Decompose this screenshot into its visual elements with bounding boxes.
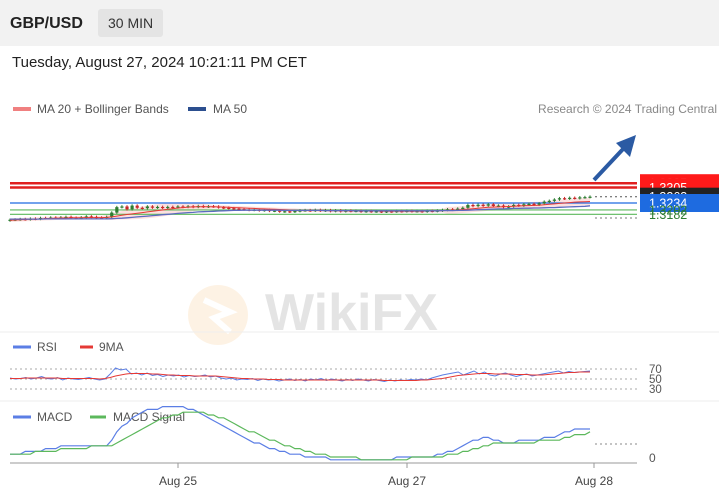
candle-body [578, 197, 582, 199]
candle-body [512, 204, 516, 207]
candle-body [115, 207, 119, 213]
legend-macd-label: MACD [37, 410, 73, 424]
candle-body [527, 203, 531, 206]
candle-body [532, 203, 536, 206]
candle-body [89, 216, 94, 218]
candle-body [283, 211, 287, 213]
candle-body [120, 206, 124, 208]
candle-body [374, 211, 378, 213]
candle-body [476, 204, 480, 207]
watermark-logo-circle [188, 285, 248, 345]
candle-body [176, 206, 180, 208]
rsi-line [9, 367, 591, 383]
candle-body [171, 206, 175, 209]
candle-body [155, 206, 160, 209]
candle-body [537, 203, 541, 205]
candle-body [293, 211, 297, 213]
candle-body [568, 197, 572, 199]
candle-body [481, 204, 485, 206]
level-tag-bg-1.3234 [640, 194, 719, 212]
legend-ma50-label: MA 50 [213, 102, 247, 116]
candle-body [140, 207, 144, 209]
candle-body [389, 211, 394, 213]
candle-body [369, 211, 373, 213]
macd-signal-line [10, 411, 591, 461]
candle-body [8, 219, 12, 221]
watermark-text: WikiFX [265, 284, 438, 342]
candle-body [272, 210, 277, 212]
candle-body [547, 200, 551, 203]
candle-body [491, 204, 495, 207]
ma50-line [10, 205, 591, 220]
legend-9ma-label: 9MA [99, 340, 124, 354]
candle-body [506, 206, 511, 208]
x-tick-label: Aug 28 [575, 474, 613, 488]
rsi-tick-70: 70 [649, 364, 662, 376]
candle-body [161, 206, 165, 209]
macd-line [10, 406, 590, 461]
candle-body [227, 207, 231, 209]
candle-body [288, 211, 292, 213]
chart-credit: Research © 2024 Trading Central [538, 102, 717, 116]
candle-body [145, 206, 149, 209]
candle-body [486, 204, 490, 206]
candle-body [379, 211, 384, 213]
candle-body [461, 207, 465, 209]
rsi-tick-50: 50 [649, 374, 662, 386]
candle-body [557, 198, 562, 200]
candle-body [166, 206, 170, 209]
level-tag-1.3182: 1.3182 [649, 208, 687, 222]
forecast-arrow-shaft [592, 146, 626, 182]
candle-body [99, 217, 104, 219]
candle-body [222, 207, 226, 209]
candle-body [130, 205, 134, 210]
candle-body [583, 197, 587, 199]
x-tick-label: Aug 27 [388, 474, 426, 488]
candle-body [496, 205, 501, 207]
candle-body [588, 196, 592, 198]
candle-body [466, 204, 470, 208]
macd-tick-0: 0 [649, 451, 656, 465]
level-tag-1.3202: 1.3202 [649, 203, 687, 217]
candle-body [471, 204, 475, 207]
forecast-arrow-head [616, 135, 636, 157]
candle-body [573, 197, 577, 199]
candle-body [237, 208, 241, 210]
candle-body [110, 212, 114, 217]
rsi-9ma-line [10, 371, 590, 381]
candle-body [84, 216, 88, 218]
candle-body [232, 208, 236, 210]
timeframe-badge[interactable]: 30 MIN [98, 9, 164, 37]
candle-body [562, 198, 567, 200]
candle-body [522, 204, 526, 206]
candle-body [456, 208, 460, 210]
legend-macd-signal-label: MACD Signal [113, 410, 185, 424]
candle-body [278, 210, 282, 212]
legend-ma20-label: MA 20 + Bollinger Bands [37, 102, 169, 116]
candle-body [364, 211, 368, 213]
legend-rsi-label: RSI [37, 340, 57, 354]
level-tag-1.3234: 1.3234 [649, 197, 687, 211]
chart-header: GBP/USD 30 MIN [0, 0, 719, 46]
candle-body [150, 206, 155, 208]
watermark-logo [188, 285, 248, 345]
candle-body [542, 201, 546, 204]
x-tick-label: Aug 25 [159, 474, 197, 488]
candle-body [181, 206, 185, 208]
candle-body [125, 206, 129, 210]
chart-datetime: Tuesday, August 27, 2024 10:21:11 PM CET [12, 54, 307, 71]
rsi-tick-30: 30 [649, 384, 662, 396]
candle-body [552, 199, 556, 201]
currency-pair-title: GBP/USD [10, 15, 83, 32]
watermark-logo-mark [202, 297, 238, 335]
candle-body [384, 211, 389, 213]
candle-body [135, 205, 139, 208]
